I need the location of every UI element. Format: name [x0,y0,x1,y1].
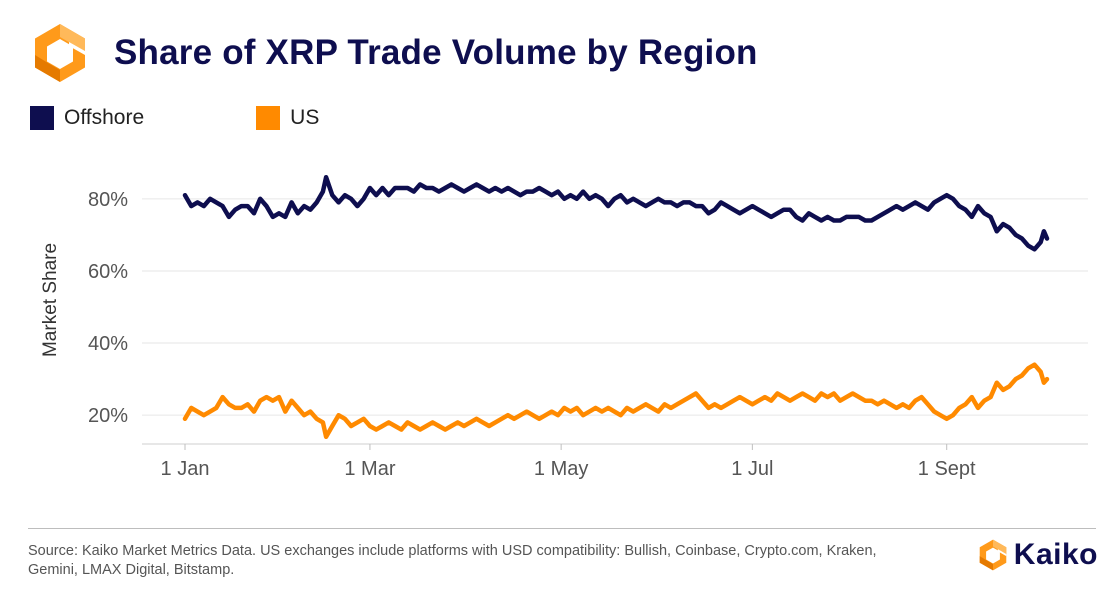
legend-swatch-offshore [30,106,54,130]
x-tick-label-0: 1 Jan [161,458,210,480]
kaiko-brand-icon [979,539,1007,571]
y-tick-label-60: 60% [88,261,128,283]
brand-name: Kaiko [1013,538,1098,571]
legend-label-us: US [290,106,320,129]
series-line-us [182,362,1050,440]
y-axis-label: Market Share [40,243,61,357]
y-tick-label-20: 20% [88,405,128,427]
brand: Kaiko [976,538,1098,572]
legend: Offshore US [30,106,431,130]
footer-divider [28,528,1096,529]
x-tick-label-3: 1 Jul [731,458,773,480]
grid-layer [142,198,1088,416]
x-tick-label-4: 1 Sept [918,458,976,480]
legend-swatch-us [256,106,281,130]
y-tick-label-80: 80% [88,189,128,211]
legend-item-us: US [256,106,319,130]
axis-layer: 20% 40% 60% 80% 1 Jan 1 Mar 1 May 1 Jul 1 Sept Ma… [40,189,1088,480]
header: Share of XRP Trade Volume by Region [28,20,758,86]
legend-item-offshore: Offshore [30,106,144,130]
y-tick-label-40: 40% [88,333,128,355]
source-note: Source: Kaiko Market Metrics Data. US ex… [28,543,877,578]
x-tick-label-1: 1 Mar [344,458,395,480]
series-line-offshore [182,174,1050,252]
line-chart: 20% 40% 60% 80% 1 Jan 1 Mar 1 May 1 Jul 1 Sept Ma… [40,174,1088,480]
page-title: Share of XRP Trade Volume by Region [114,33,758,72]
kaiko-logo-icon [35,24,85,82]
x-tick-label-2: 1 May [534,458,588,480]
series-layer [182,174,1050,440]
legend-label-offshore: Offshore [64,106,145,129]
